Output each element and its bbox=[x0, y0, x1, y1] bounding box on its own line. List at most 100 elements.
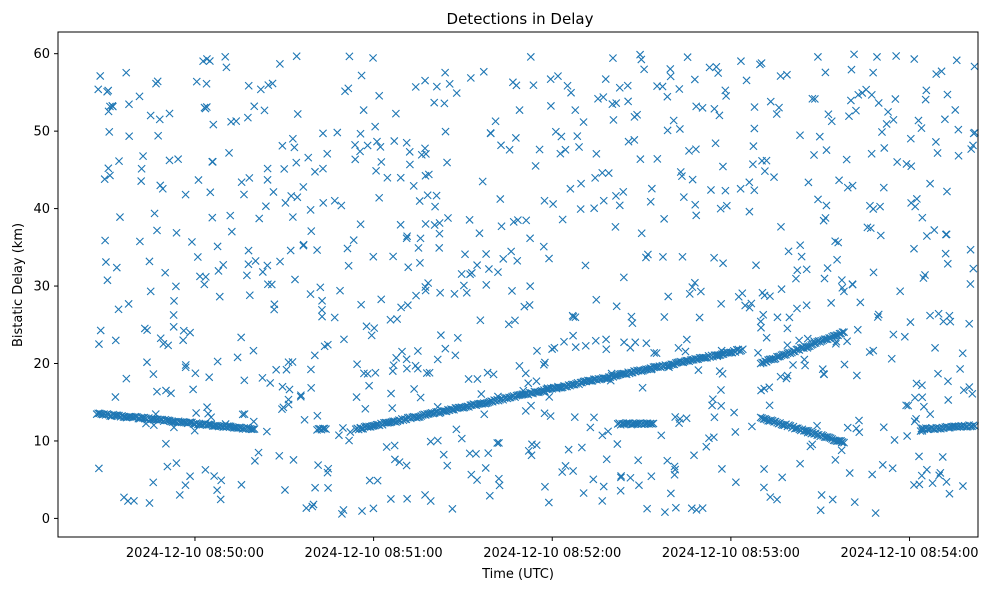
data-point-115 bbox=[263, 280, 272, 289]
data-point-88 bbox=[891, 95, 900, 104]
data-point-881 bbox=[839, 287, 848, 296]
data-point-392 bbox=[440, 99, 449, 108]
data-point-836 bbox=[912, 379, 921, 388]
data-point-537 bbox=[888, 464, 897, 473]
data-point-94 bbox=[750, 124, 759, 133]
data-point-542 bbox=[270, 305, 279, 314]
data-point-538 bbox=[810, 94, 819, 103]
data-point-46 bbox=[307, 383, 316, 392]
data-point-1036 bbox=[384, 418, 393, 427]
data-point-354 bbox=[371, 368, 380, 377]
data-point-876 bbox=[344, 84, 353, 93]
data-point-1299 bbox=[649, 419, 658, 428]
data-point-254 bbox=[179, 336, 188, 345]
data-point-771 bbox=[968, 389, 977, 398]
data-point-621 bbox=[482, 250, 491, 258]
data-point-375 bbox=[390, 441, 399, 450]
data-point-754 bbox=[865, 348, 874, 357]
data-point-218 bbox=[239, 190, 248, 199]
data-point-400 bbox=[430, 98, 439, 107]
data-point-643 bbox=[213, 486, 222, 495]
data-point-849 bbox=[650, 348, 659, 357]
data-point-717 bbox=[479, 67, 488, 76]
data-point-656 bbox=[669, 116, 678, 125]
data-point-1368 bbox=[773, 352, 782, 361]
data-point-71 bbox=[150, 209, 159, 218]
data-point-545 bbox=[760, 167, 769, 176]
data-point-859 bbox=[532, 441, 541, 450]
data-point-614 bbox=[402, 234, 411, 243]
data-point-330 bbox=[377, 157, 386, 166]
data-point-813 bbox=[457, 270, 466, 279]
data-point-266 bbox=[409, 181, 418, 190]
data-point-436 bbox=[546, 75, 555, 84]
data-point-520 bbox=[511, 316, 519, 325]
data-point-72 bbox=[704, 434, 713, 443]
data-point-1372 bbox=[778, 350, 787, 359]
data-point-235 bbox=[387, 389, 396, 398]
data-point-767 bbox=[296, 391, 305, 400]
data-point-609 bbox=[550, 343, 559, 352]
data-point-860 bbox=[599, 482, 608, 491]
data-point-605 bbox=[604, 427, 613, 436]
data-point-353 bbox=[222, 63, 231, 72]
data-point-95 bbox=[339, 335, 348, 344]
data-point-690 bbox=[365, 381, 374, 390]
data-point-674 bbox=[373, 476, 382, 485]
data-point-55 bbox=[954, 151, 963, 160]
data-point-280 bbox=[250, 102, 259, 111]
data-point-1160 bbox=[569, 380, 578, 389]
data-point-1365 bbox=[768, 354, 777, 363]
data-point-575 bbox=[965, 383, 974, 392]
data-point-386 bbox=[299, 182, 308, 191]
data-point-313 bbox=[911, 202, 920, 211]
data-point-1233 bbox=[677, 358, 686, 367]
data-point-738 bbox=[822, 201, 831, 210]
data-point-795 bbox=[612, 99, 621, 108]
data-point-1012 bbox=[320, 424, 329, 433]
data-point-672 bbox=[850, 50, 859, 59]
data-point-879 bbox=[512, 81, 521, 90]
data-point-606 bbox=[351, 140, 360, 149]
data-point-118 bbox=[397, 303, 406, 312]
data-point-540 bbox=[710, 413, 719, 422]
data-point-763 bbox=[827, 298, 836, 307]
data-point-213 bbox=[852, 424, 861, 433]
data-point-395 bbox=[334, 431, 343, 440]
data-point-288 bbox=[112, 263, 121, 272]
data-point-591 bbox=[195, 272, 204, 281]
data-point-239 bbox=[563, 81, 572, 90]
data-point-699 bbox=[889, 115, 898, 124]
data-point-319 bbox=[483, 368, 492, 377]
data-point-206 bbox=[292, 158, 301, 167]
data-point-842 bbox=[415, 197, 424, 206]
data-point-92 bbox=[105, 127, 114, 136]
data-point-225 bbox=[796, 241, 805, 250]
data-point-414 bbox=[952, 56, 961, 65]
data-point-784 bbox=[232, 117, 241, 126]
data-point-706 bbox=[904, 401, 913, 410]
data-point-1223 bbox=[662, 362, 671, 371]
data-point-541 bbox=[377, 295, 386, 304]
data-point-1302 bbox=[759, 414, 768, 423]
data-point-556 bbox=[876, 202, 885, 211]
data-point-698 bbox=[511, 133, 520, 142]
data-point-351 bbox=[217, 476, 226, 485]
data-point-623 bbox=[778, 473, 787, 482]
data-point-501 bbox=[421, 286, 430, 295]
data-point-114 bbox=[260, 106, 269, 115]
data-point-586 bbox=[824, 110, 833, 119]
data-point-781 bbox=[546, 412, 555, 421]
data-point-756 bbox=[402, 138, 411, 147]
data-point-576 bbox=[856, 298, 865, 307]
data-point-1315 bbox=[778, 421, 787, 430]
data-point-356 bbox=[878, 460, 887, 469]
data-point-1088 bbox=[461, 402, 470, 411]
data-point-12 bbox=[918, 393, 927, 402]
data-point-108 bbox=[564, 445, 573, 454]
data-point-828 bbox=[465, 215, 474, 224]
data-point-737 bbox=[683, 53, 692, 62]
data-point-655 bbox=[931, 137, 940, 146]
data-point-220 bbox=[561, 145, 570, 154]
data-point-364 bbox=[300, 415, 309, 424]
